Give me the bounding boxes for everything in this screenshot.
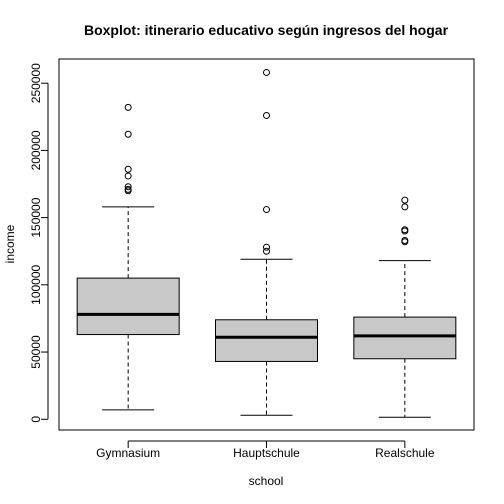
x-tick-label: Hauptschule [233, 446, 300, 460]
plot-frame [58, 58, 475, 431]
outlier-point [263, 247, 270, 255]
box-gymnasium [76, 103, 180, 411]
box-hauptschule [215, 68, 318, 416]
y-tick-label: 150000 [29, 197, 43, 237]
iqr-box [215, 319, 318, 362]
y-tick-label: 50000 [29, 335, 43, 369]
y-axis-label: income [3, 224, 17, 263]
chart-title: Boxplot: itinerario educativo según ingr… [84, 22, 449, 38]
x-axis: Gymnasium Hauptschule Realschule [96, 440, 435, 460]
outlier-point [124, 183, 132, 191]
iqr-box [76, 277, 180, 336]
x-axis-label: school [249, 474, 284, 488]
box-realschule [353, 196, 457, 418]
outlier-point [124, 172, 132, 180]
y-tick-label: 0 [29, 416, 43, 423]
y-tick-label: 250000 [29, 63, 43, 103]
y-tick-label: 100000 [29, 264, 43, 304]
outlier-point [124, 187, 132, 195]
outlier-point [124, 165, 132, 173]
y-axis: 0 50000 100000 150000 200000 250000 [29, 63, 49, 423]
x-tick-label: Realschule [375, 446, 435, 460]
outlier-point [401, 203, 409, 211]
y-tick-label: 200000 [29, 130, 43, 170]
outlier-point [263, 243, 270, 251]
outlier-point [124, 130, 132, 138]
outlier-point [401, 196, 409, 204]
outlier-point [401, 238, 409, 246]
outlier-point [263, 206, 270, 214]
outlier-point [124, 103, 132, 111]
outlier-point [401, 227, 409, 235]
boxes [76, 68, 457, 418]
x-tick-label: Gymnasium [96, 446, 160, 460]
outlier-point [263, 68, 270, 76]
outlier-point [263, 111, 270, 119]
iqr-box [353, 316, 457, 360]
